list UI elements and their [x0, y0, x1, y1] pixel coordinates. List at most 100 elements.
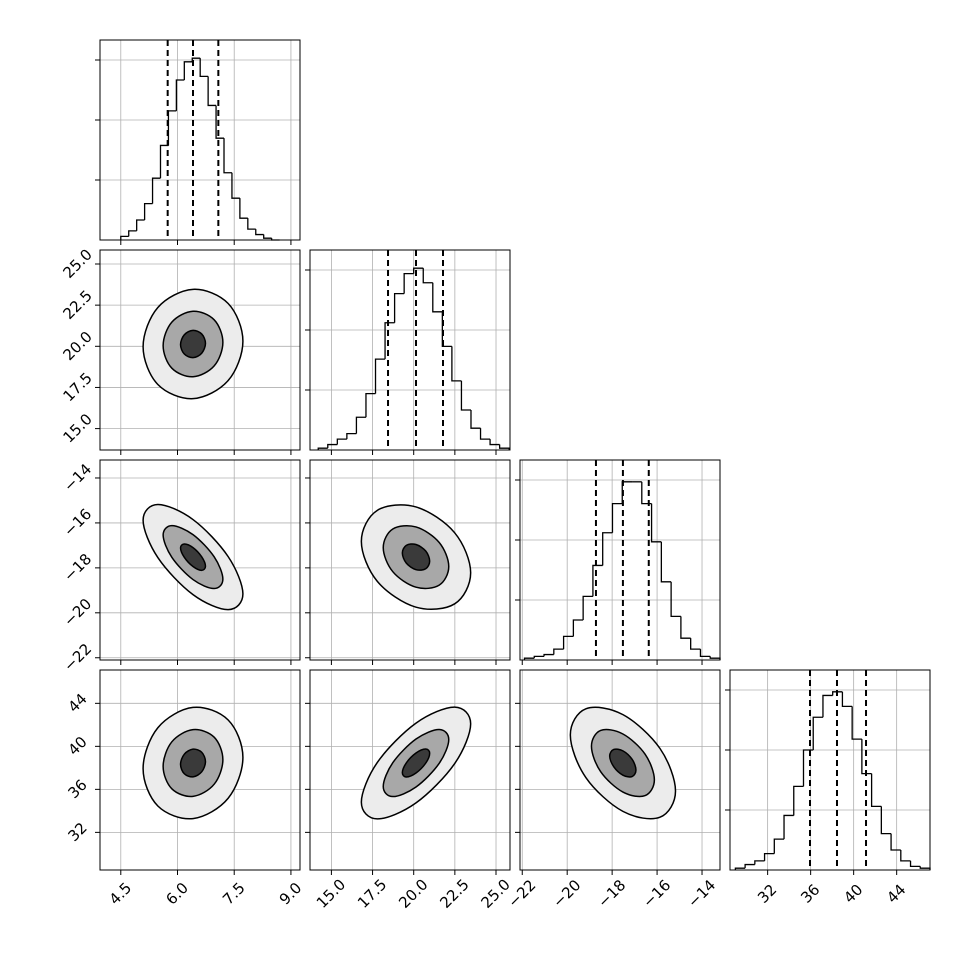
x-tick-label: −20	[549, 876, 584, 911]
histogram-step	[498, 444, 510, 450]
x-tick-label: −18	[594, 876, 629, 911]
histogram-step	[543, 653, 554, 657]
histogram-step	[393, 292, 405, 323]
x-tick-label: 4.5	[106, 879, 136, 909]
histogram-step	[822, 694, 833, 718]
histogram-step	[346, 432, 357, 440]
histogram-step	[231, 172, 240, 199]
histogram-step	[641, 481, 652, 505]
histogram-step	[336, 438, 347, 445]
x-tick-label: 44	[883, 881, 909, 907]
y-tick-label: 32	[65, 819, 91, 845]
histogram-step	[159, 144, 169, 179]
y-tick-label: 40	[65, 733, 91, 759]
panel-frame	[99, 249, 301, 451]
y-tick-label: −16	[60, 505, 95, 540]
y-tick-label: −22	[60, 640, 95, 675]
density-contour	[401, 543, 431, 571]
panel-frame	[99, 459, 301, 661]
histogram-step	[611, 502, 623, 533]
histogram-step	[592, 564, 603, 597]
density-contour	[608, 748, 637, 778]
histogram-step	[460, 380, 471, 411]
histogram-step	[841, 691, 853, 708]
x-tick-label: 36	[797, 881, 823, 907]
histogram-step	[422, 268, 433, 284]
histogram-step	[709, 656, 721, 660]
density-contour	[179, 329, 207, 359]
histogram-step	[880, 806, 892, 835]
panel-frame	[309, 249, 511, 451]
histogram-step	[851, 706, 862, 740]
histogram-step	[167, 110, 177, 146]
histogram-step	[812, 716, 823, 750]
histogram-step	[143, 202, 153, 220]
histogram-step	[479, 428, 491, 440]
x-tick-label: 22.5	[436, 875, 472, 911]
histogram-step	[151, 177, 161, 204]
density-contour	[401, 748, 431, 778]
panel-frame	[99, 669, 301, 871]
histogram-step	[327, 443, 338, 449]
histogram-step	[553, 648, 564, 655]
histogram-step	[602, 532, 613, 566]
histogram-step	[374, 358, 386, 394]
x-tick-label: 9.0	[276, 879, 306, 909]
histogram-step	[572, 619, 584, 637]
histogram-step	[919, 866, 931, 870]
x-tick-label: 40	[840, 881, 866, 907]
histogram-step	[744, 863, 755, 869]
y-tick-label: −14	[60, 460, 95, 495]
histogram-step	[890, 833, 901, 851]
histogram-step	[523, 657, 535, 660]
histogram-step	[650, 503, 662, 543]
histogram-step	[763, 852, 775, 861]
y-tick-label: 22.5	[59, 287, 95, 323]
histogram-step	[175, 79, 185, 111]
histogram-step	[317, 447, 328, 450]
histogram-step	[734, 867, 746, 870]
panel-frame	[309, 459, 511, 661]
histogram-step	[489, 439, 500, 446]
histogram-step	[128, 230, 137, 237]
histogram-step	[451, 346, 462, 382]
y-tick-label: 20.0	[59, 328, 95, 364]
histogram-step	[699, 649, 711, 658]
histogram-step	[582, 595, 593, 620]
histogram-step	[660, 541, 672, 583]
y-tick-label: 15.0	[59, 410, 95, 446]
x-tick-label: −14	[684, 876, 719, 911]
histogram-step	[832, 691, 843, 696]
histogram-step	[183, 61, 193, 80]
panel-frame	[309, 669, 511, 871]
histogram-step	[900, 850, 911, 862]
y-tick-label: 17.5	[59, 369, 95, 405]
x-tick-label: 20.0	[395, 875, 431, 911]
histogram-step	[239, 198, 248, 219]
histogram-step	[255, 229, 264, 236]
panel-frame	[519, 669, 721, 871]
histogram-step	[120, 235, 129, 240]
y-tick-label: 25.0	[59, 245, 95, 281]
histogram-step	[199, 58, 209, 78]
histogram-step	[909, 860, 921, 868]
histogram-step	[690, 638, 701, 650]
histogram-step	[223, 138, 232, 174]
density-contour	[179, 748, 207, 778]
panel-frame	[99, 39, 301, 241]
histogram-step	[870, 773, 882, 808]
histogram-step	[403, 272, 414, 294]
y-tick-label: −20	[60, 595, 95, 630]
histogram-step	[861, 739, 872, 775]
y-tick-label: 36	[65, 776, 91, 802]
density-contour	[179, 543, 207, 572]
y-tick-label: 44	[65, 690, 91, 716]
panel-frame	[729, 669, 931, 871]
histogram-step	[365, 392, 376, 418]
histogram-step	[207, 76, 217, 107]
histogram-step	[802, 749, 814, 787]
histogram-step	[754, 860, 765, 865]
histogram-step	[793, 785, 804, 816]
